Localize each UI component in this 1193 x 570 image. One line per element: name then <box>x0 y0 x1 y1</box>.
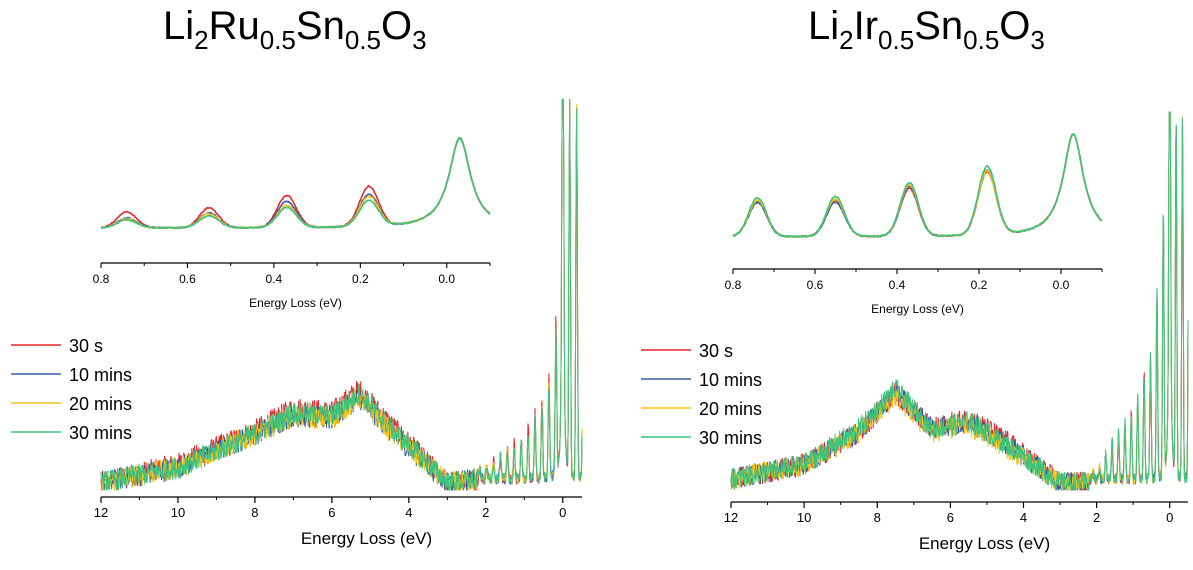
left-inset-x-tick-label: 0.4 <box>266 272 283 286</box>
right-inset-x-axis-label: Energy Loss (eV) <box>871 302 964 316</box>
right-inset-series-20-mins <box>732 133 1103 238</box>
right-main-x-tick-label: 0 <box>1166 510 1173 525</box>
right-inset-series-30-s <box>732 133 1103 238</box>
right-main-series-30-s <box>730 111 1189 491</box>
right-main-x-axis-label: Energy Loss (eV) <box>919 534 1050 553</box>
right-inset-series-30-mins <box>732 133 1103 238</box>
right-main-x-tick-label: 10 <box>797 510 811 525</box>
left-inset-x-axis-label: Energy Loss (eV) <box>249 296 342 310</box>
chart-title-left: Li2Ru0.5Sn0.5O3 <box>163 4 427 55</box>
left-main-series-30-s <box>100 98 583 491</box>
right-main-series-30-mins <box>730 111 1189 491</box>
left-main-x-tick-label: 0 <box>559 505 566 520</box>
right-main-x-tick-label: 6 <box>947 510 954 525</box>
left-main-x-tick-label: 6 <box>328 505 335 520</box>
left-inset-series-30-mins <box>100 137 491 230</box>
left-main-x-tick-label: 8 <box>251 505 258 520</box>
right-legend-label: 10 mins <box>699 370 762 390</box>
left-main-series-20-mins <box>100 98 583 491</box>
right-inset-x-tick-label: 0.2 <box>971 278 988 292</box>
right-legend-label: 30 s <box>699 341 733 361</box>
left-inset-x-tick-label: 0.2 <box>352 272 369 286</box>
left-legend-label: 30 mins <box>69 423 132 443</box>
right-inset-series-10-mins <box>732 133 1103 238</box>
left-main-x-tick-label: 12 <box>94 505 108 520</box>
right-main-x-tick-label: 4 <box>1020 510 1027 525</box>
right-main-series-20-mins <box>730 111 1189 491</box>
left-main-series-10-mins <box>100 98 583 491</box>
left-main-x-axis-label: Energy Loss (eV) <box>301 529 432 548</box>
right-inset-x-tick-label: 0.0 <box>1053 278 1070 292</box>
right-legend-label: 30 mins <box>699 428 762 448</box>
right-main-series-10-mins <box>730 111 1189 491</box>
left-legend-label: 10 mins <box>69 365 132 385</box>
chart-title-right: Li2Ir0.5Sn0.5O3 <box>808 4 1045 55</box>
right-inset-x-tick-label: 0.6 <box>807 278 824 292</box>
right-inset-x-tick-label: 0.8 <box>725 278 742 292</box>
left-inset-x-tick-label: 0.8 <box>93 272 110 286</box>
left-legend-label: 20 mins <box>69 394 132 414</box>
left-main-series-30-mins <box>100 98 583 491</box>
left-main-x-tick-label: 10 <box>171 505 185 520</box>
right-legend-label: 20 mins <box>699 399 762 419</box>
right-main-x-tick-label: 12 <box>724 510 738 525</box>
left-legend-label: 30 s <box>69 336 103 356</box>
left-inset-x-tick-label: 0.0 <box>438 272 455 286</box>
right-inset-x-tick-label: 0.4 <box>889 278 906 292</box>
left-inset-x-tick-label: 0.6 <box>179 272 196 286</box>
right-main-x-tick-label: 2 <box>1093 510 1100 525</box>
right-main-x-tick-label: 8 <box>874 510 881 525</box>
left-main-x-tick-label: 4 <box>405 505 412 520</box>
left-main-x-tick-label: 2 <box>482 505 489 520</box>
